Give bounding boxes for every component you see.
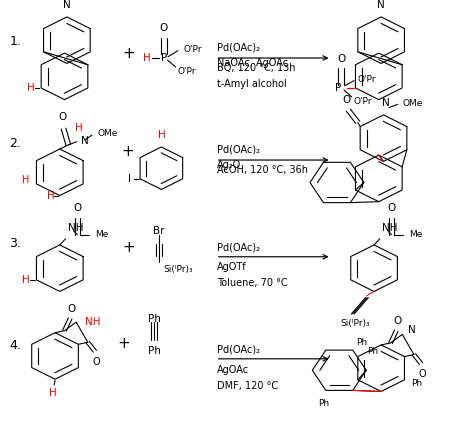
Text: Ph: Ph [318, 399, 329, 408]
Text: P: P [335, 83, 341, 93]
Text: 3.: 3. [9, 237, 21, 250]
Text: H: H [143, 53, 151, 63]
Text: DMF, 120 °C: DMF, 120 °C [217, 381, 278, 391]
Text: O: O [337, 53, 346, 64]
Text: H: H [157, 130, 165, 139]
Text: H: H [75, 123, 82, 133]
Text: Ph: Ph [148, 346, 161, 356]
Text: Pd(OAc)₂: Pd(OAc)₂ [217, 345, 260, 355]
Text: 1.: 1. [9, 35, 21, 48]
Text: H: H [22, 275, 30, 285]
Text: NH: NH [382, 223, 398, 233]
Text: Pd(OAc)₂: Pd(OAc)₂ [217, 243, 260, 253]
Text: H: H [22, 175, 30, 185]
Text: OMe: OMe [97, 129, 118, 138]
Text: O: O [92, 357, 100, 367]
Text: Pd(OAc)₂: Pd(OAc)₂ [217, 145, 260, 155]
Text: +: + [122, 46, 135, 61]
Text: O'Pr: O'Pr [354, 97, 372, 106]
Text: AcOH, 120 °C, 36h: AcOH, 120 °C, 36h [217, 165, 308, 175]
Text: I: I [128, 174, 131, 184]
Text: N: N [81, 136, 88, 146]
Text: Ph: Ph [411, 379, 423, 388]
Text: Si(ᴵPr)₃: Si(ᴵPr)₃ [164, 265, 193, 273]
Text: 2.: 2. [9, 137, 21, 150]
Text: +: + [121, 145, 134, 159]
Text: Me: Me [95, 230, 109, 239]
Text: O: O [342, 95, 350, 105]
Text: Ag₂O: Ag₂O [217, 160, 241, 170]
Text: O: O [73, 203, 82, 213]
Text: O'Pr: O'Pr [178, 67, 196, 76]
Text: 4.: 4. [9, 339, 21, 352]
Text: AgOTf: AgOTf [217, 262, 246, 272]
Text: AgOAc: AgOAc [217, 365, 249, 375]
Text: Me: Me [410, 230, 423, 239]
Text: Br: Br [153, 226, 165, 237]
Text: NaOAc, AgOAc: NaOAc, AgOAc [217, 59, 288, 68]
Text: H: H [27, 83, 35, 93]
Text: O: O [419, 369, 426, 379]
Text: Ph: Ph [356, 338, 368, 347]
Text: Ph: Ph [148, 314, 161, 324]
Text: P: P [161, 53, 167, 63]
Text: O'Pr: O'Pr [357, 75, 376, 84]
Text: H: H [49, 388, 56, 398]
Text: Pd(OAc)₂: Pd(OAc)₂ [217, 43, 260, 53]
Text: H: H [47, 190, 55, 201]
Text: +: + [117, 336, 130, 351]
Text: BQ, 120 °C, 13h: BQ, 120 °C, 13h [217, 63, 295, 73]
Text: Toluene, 70 °C: Toluene, 70 °C [217, 278, 287, 288]
Text: N: N [377, 0, 385, 10]
Text: O: O [393, 316, 401, 326]
Text: O: O [387, 203, 396, 213]
Text: NH: NH [68, 223, 83, 233]
Text: Si(ᴵPr)₃: Si(ᴵPr)₃ [340, 319, 370, 328]
Text: t-Amyl alcohol: t-Amyl alcohol [217, 79, 286, 89]
Text: O: O [67, 304, 75, 313]
Text: Ph: Ph [367, 347, 378, 356]
Text: NH: NH [85, 317, 100, 327]
Text: +: + [122, 240, 135, 255]
Text: N: N [408, 325, 416, 335]
Text: N: N [382, 98, 390, 108]
Text: OMe: OMe [402, 99, 423, 108]
Text: O'Pr: O'Pr [183, 45, 202, 53]
Text: O: O [160, 23, 168, 33]
Text: O: O [58, 112, 66, 123]
Text: N: N [63, 0, 71, 10]
